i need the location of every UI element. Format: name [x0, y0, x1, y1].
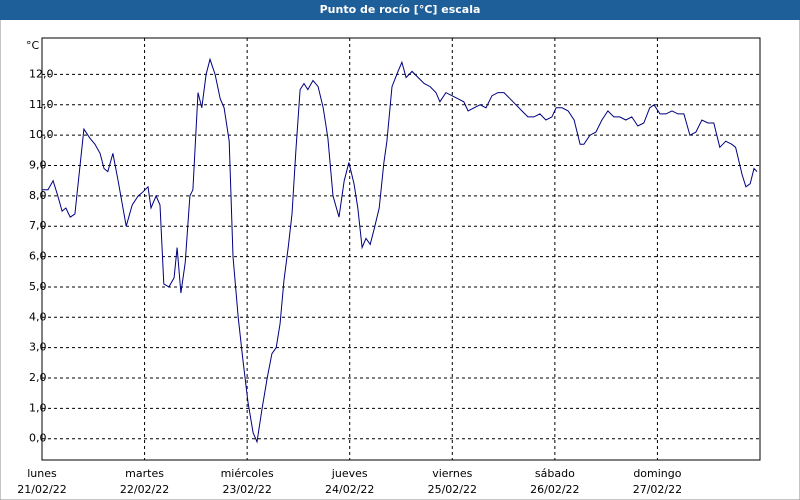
x-tick-label: miércoles — [221, 467, 274, 480]
x-tick-date: 27/02/22 — [633, 483, 682, 496]
x-tick-label: martes — [125, 467, 164, 480]
y-tick-label: 10,0 — [29, 128, 54, 141]
x-tick-label: sábado — [535, 467, 575, 480]
y-unit: °C — [26, 39, 40, 52]
x-tick-label: jueves — [331, 467, 368, 480]
x-tick-label: viernes — [432, 467, 472, 480]
y-tick-label: 5,0 — [29, 280, 47, 293]
y-tick-label: 7,0 — [29, 219, 47, 232]
x-tick-date: 25/02/22 — [428, 483, 477, 496]
line-series — [42, 57, 758, 444]
chart-title: Punto de rocío [°C] escala — [320, 3, 481, 16]
x-tick-date: 22/02/22 — [120, 483, 169, 496]
title-bar — [0, 0, 800, 20]
x-tick-label: domingo — [633, 467, 681, 480]
y-tick-label: 9,0 — [29, 159, 47, 172]
y-tick-label: 12,0 — [29, 67, 54, 80]
y-tick-label: 6,0 — [29, 250, 47, 263]
x-tick-date: 21/02/22 — [17, 483, 66, 496]
y-tick-label: 11,0 — [29, 98, 54, 111]
y-tick-label: 8,0 — [29, 189, 47, 202]
x-tick-label: lunes — [27, 467, 57, 480]
x-tick-date: 24/02/22 — [325, 483, 374, 496]
x-tick-date: 26/02/22 — [530, 483, 579, 496]
x-tick-date: 23/02/22 — [222, 483, 271, 496]
